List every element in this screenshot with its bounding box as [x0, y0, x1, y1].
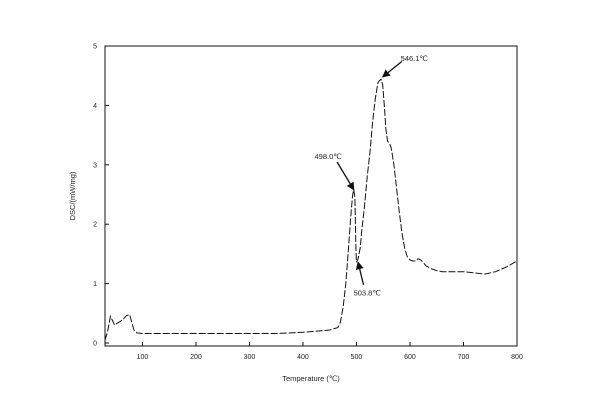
- x-tick-label: 400: [297, 354, 309, 361]
- peak-annotation-label: 498.0℃: [315, 152, 343, 161]
- peak-annotation-label: 546.1℃: [401, 54, 429, 63]
- x-tick-label: 500: [351, 354, 363, 361]
- x-tick-label: 100: [137, 354, 149, 361]
- y-tick-label: 5: [93, 44, 97, 51]
- x-tick-label: 700: [458, 354, 470, 361]
- peak-annotation-arrow: [381, 60, 403, 78]
- peak-annotation-arrow: [355, 261, 365, 285]
- y-tick-label: 3: [93, 162, 97, 169]
- x-axis-title: Temperature (℃): [282, 374, 340, 383]
- x-axis-ticks: 100 200 300 400 500 600 700 800: [137, 342, 523, 361]
- peak-annotation-arrow: [336, 161, 355, 191]
- y-tick-label: 0: [93, 341, 97, 348]
- x-tick-label: 800: [511, 354, 523, 361]
- y-tick-label: 2: [93, 222, 97, 229]
- x-tick-label: 300: [244, 354, 256, 361]
- x-tick-label: 600: [404, 354, 416, 361]
- y-tick-label: 4: [93, 103, 97, 110]
- plot-frame: [104, 45, 518, 347]
- x-tick-label: 200: [190, 354, 202, 361]
- annotation-layer: 498.0℃ 546.1℃ 503.8℃: [315, 54, 429, 298]
- peak-annotation-label: 503.8℃: [354, 289, 382, 298]
- y-tick-label: 1: [93, 281, 97, 288]
- y-axis-title: DSC/(mW/mg): [68, 171, 77, 220]
- dsc-curve: [104, 78, 518, 341]
- y-axis-ticks: 0 1 2 3 4 5: [93, 44, 109, 348]
- series-layer: [104, 78, 518, 341]
